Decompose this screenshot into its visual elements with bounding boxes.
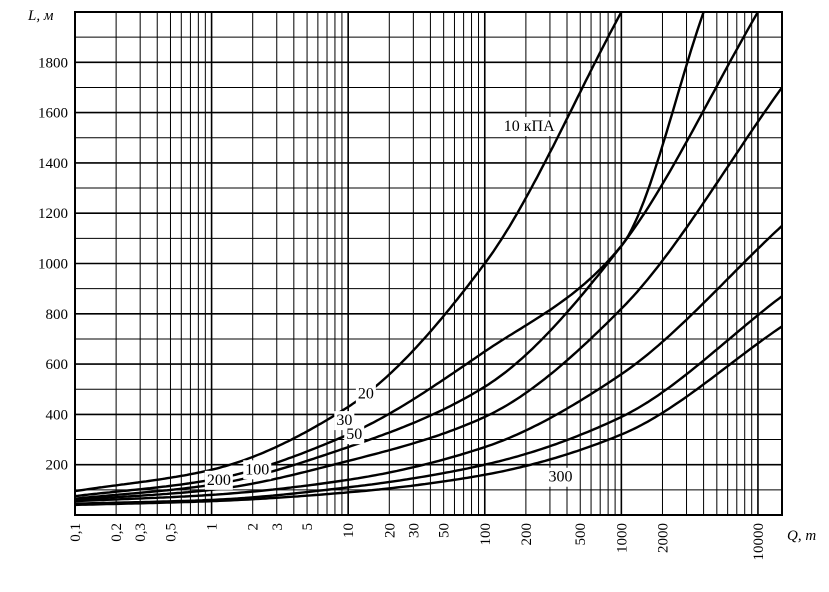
series-curve (74, 11, 623, 493)
y-tick-labels: 200 400 600 800 1000 1200 1400 1600 1800 (38, 55, 68, 473)
x-tick-label: 0,1 (68, 523, 84, 542)
x-tick-label: 0,3 (133, 523, 149, 542)
x-tick-label: 10 (341, 523, 357, 538)
y-axis-label: L, м (27, 8, 54, 24)
x-tick-label: 100 (478, 523, 494, 546)
y-tick-label: 400 (46, 407, 69, 423)
series-label-background (243, 460, 272, 480)
series-label: 300 (549, 469, 573, 486)
y-tick-label: 200 (46, 458, 69, 474)
series-label: 50 (346, 426, 362, 443)
series-label-background (501, 116, 558, 136)
y-tick-label: 600 (46, 357, 69, 373)
series-label: 200 (207, 472, 231, 489)
series-curve (74, 224, 783, 503)
series-curve (74, 11, 759, 500)
y-tick-label: 800 (46, 307, 69, 323)
x-tick-label: 20 (382, 523, 398, 538)
grid (74, 11, 783, 516)
series-label: 30 (336, 412, 352, 429)
x-tick-label: 500 (573, 523, 589, 546)
series-curves (74, 11, 783, 507)
plot-frame (74, 11, 783, 516)
x-tick-label: 2000 (655, 523, 671, 553)
series-label-background (546, 467, 575, 487)
x-tick-label: 3 (270, 523, 286, 531)
series-label: 10 кПА (504, 118, 555, 135)
series-curve (74, 11, 705, 498)
x-tick-label: 1000 (614, 523, 630, 553)
x-tick-label: 200 (519, 523, 535, 546)
x-tick-label: 0,5 (163, 523, 179, 542)
series-label-background (204, 470, 233, 490)
x-tick-label: 1 (205, 523, 221, 531)
y-tick-label: 1400 (38, 156, 68, 172)
x-axis-label: Q, т (787, 528, 816, 544)
x-tick-label: 50 (437, 523, 453, 538)
series-curve (74, 86, 783, 502)
x-tick-label: 10000 (751, 523, 767, 561)
x-tick-labels: 0,1 0,2 0,3 0,5 1 2 3 5 10 20 30 50 100 200 500 1000 200… (68, 523, 767, 561)
y-tick-label: 1200 (38, 206, 68, 222)
series-label: 20 (358, 385, 374, 402)
x-tick-label: 30 (406, 523, 422, 538)
y-tick-label: 1800 (38, 55, 68, 71)
x-tick-label: 0,2 (109, 523, 125, 542)
y-tick-label: 1600 (38, 106, 68, 122)
series-label-background (355, 384, 376, 404)
series-curve (74, 325, 783, 507)
series-label-background (344, 425, 365, 445)
x-tick-label: 2 (246, 523, 262, 531)
series-label: 100 (245, 461, 269, 478)
y-tick-label: 1000 (38, 257, 68, 273)
x-tick-label: 5 (300, 523, 316, 531)
